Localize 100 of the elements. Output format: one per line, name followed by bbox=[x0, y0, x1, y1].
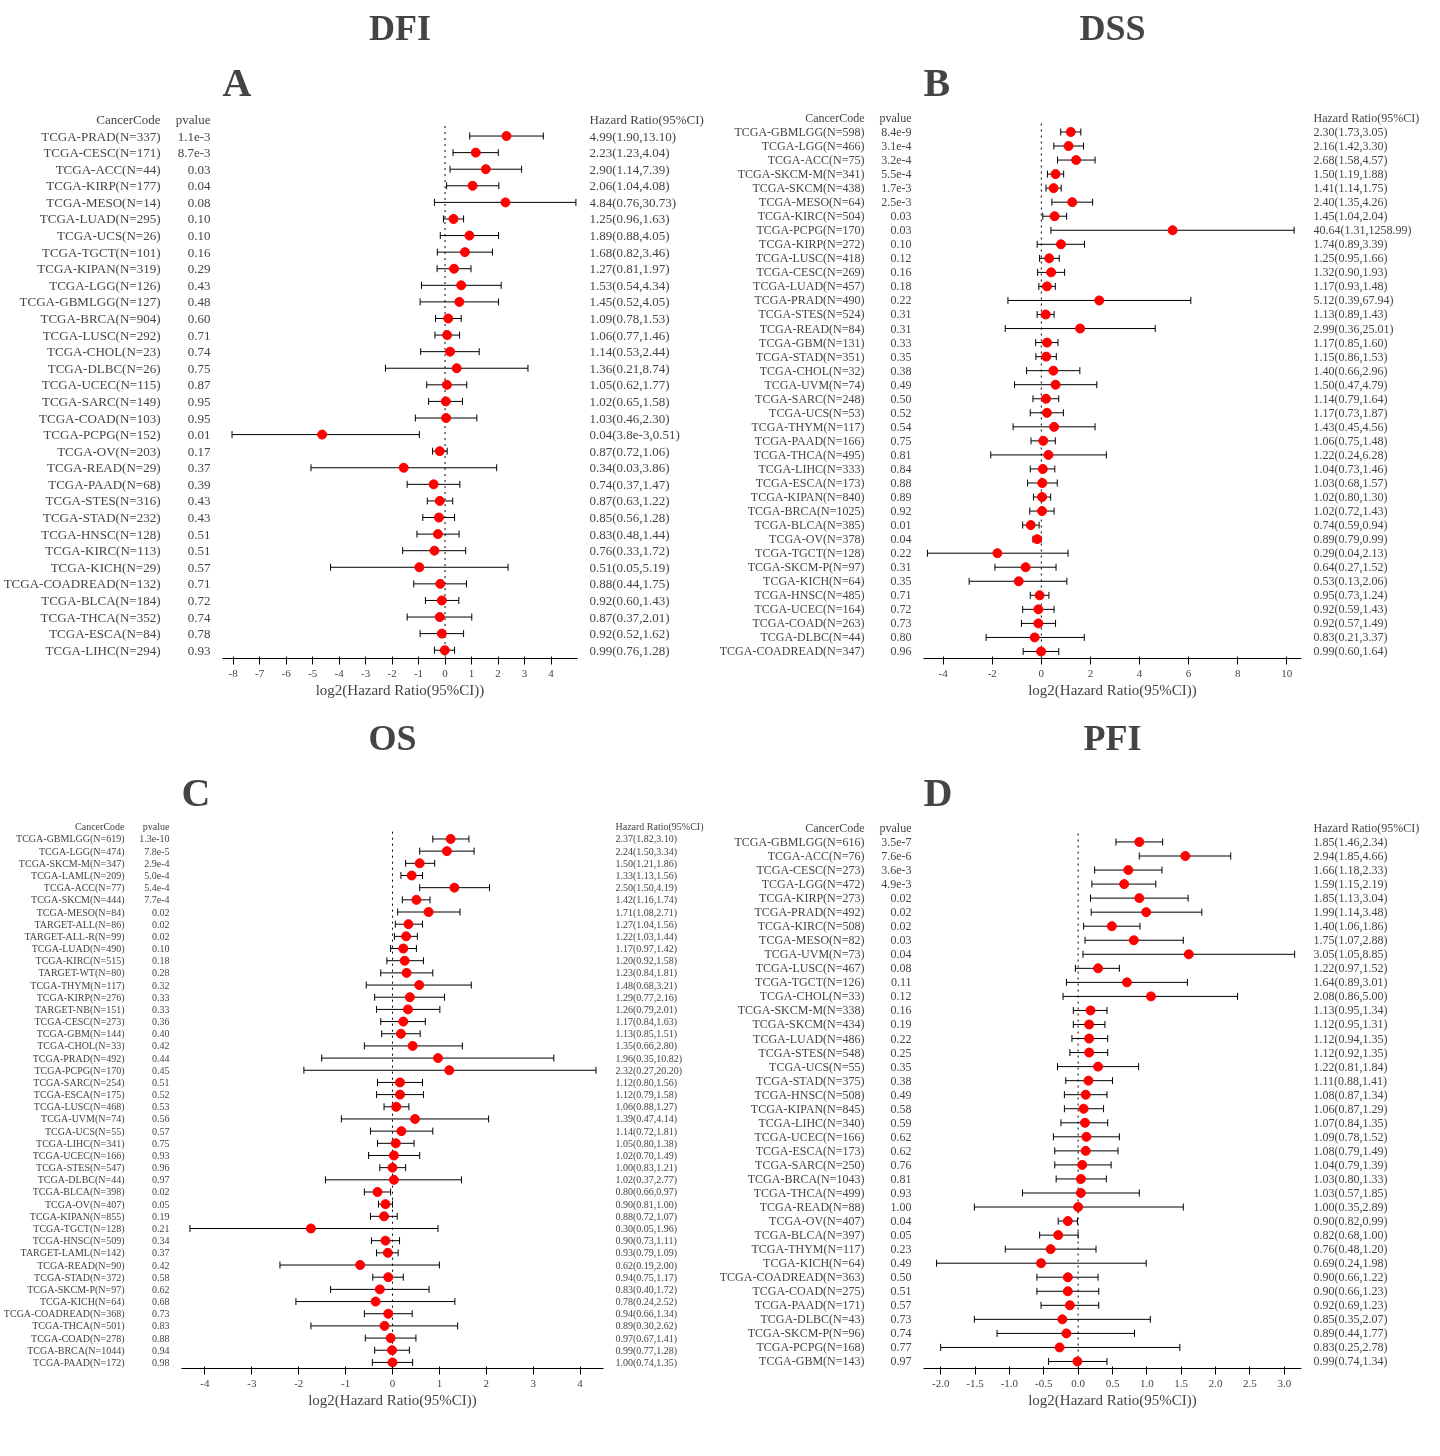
text: 2.99(0.36,25.01) bbox=[1313, 321, 1394, 336]
text: 0.93(0.79,1.09) bbox=[615, 1247, 678, 1260]
point bbox=[317, 429, 328, 440]
text: 0.05 bbox=[152, 1198, 170, 1210]
text: 0.68 bbox=[152, 1296, 170, 1308]
text: 0.04 bbox=[187, 178, 211, 194]
point bbox=[411, 894, 422, 905]
y-tick-label: TCGA-MESO(N=82) bbox=[759, 933, 865, 948]
text: 1.12(0.80,1.56) bbox=[615, 1076, 678, 1089]
y-tick-label: TCGA-OV(N=203) bbox=[57, 443, 161, 459]
x-tick-label: -2 bbox=[987, 666, 997, 679]
y-tick-label: TCGA-LUSC(N=418) bbox=[755, 251, 865, 266]
text: 1.68(0.82,3.46) bbox=[589, 244, 670, 260]
y-tick-label: TCGA-LIHC(N=340) bbox=[758, 1115, 865, 1130]
y-tick-label: TCGA-STES(N=316) bbox=[45, 493, 161, 509]
text: 0.02 bbox=[152, 906, 170, 918]
point bbox=[1134, 836, 1145, 847]
text: 0.82(0.68,1.00) bbox=[1313, 1228, 1388, 1243]
text: 0.49 bbox=[890, 1256, 912, 1271]
y-tick-label: TCGA-STAD(N=232) bbox=[43, 510, 161, 526]
text: 0.51 bbox=[187, 526, 211, 542]
point bbox=[1063, 141, 1074, 151]
y-tick-label: TCGA-KIPAN(N=845) bbox=[750, 1101, 865, 1116]
point bbox=[1037, 506, 1048, 517]
y-tick-label: TCGA-UCEC(N=115) bbox=[41, 377, 161, 393]
y-tick-label: TCGA-LGG(N=466) bbox=[761, 139, 865, 154]
text: 0.01 bbox=[187, 427, 211, 443]
y-tick-label: TCGA-THCA(N=499) bbox=[753, 1185, 865, 1200]
text: 0.28 bbox=[152, 967, 170, 979]
text: 1.08(0.79,1.49) bbox=[1313, 1143, 1388, 1158]
y-tick-label: TCGA-LUSC(N=292) bbox=[42, 327, 161, 343]
point bbox=[396, 1126, 407, 1137]
text: 0.39 bbox=[187, 476, 211, 492]
point bbox=[1033, 618, 1044, 629]
text: 0.72 bbox=[890, 602, 912, 617]
point bbox=[395, 1089, 405, 1100]
text: 0.04 bbox=[890, 1214, 912, 1229]
y-tick-label: TCGA-STAD(N=375) bbox=[756, 1073, 865, 1088]
point bbox=[1034, 590, 1045, 601]
text: 0.90(0.66,1.23) bbox=[1313, 1284, 1388, 1299]
point bbox=[379, 1211, 390, 1222]
y-tick-label: TCGA-COADREAD(N=368) bbox=[3, 1308, 125, 1321]
y-tick-label: TCGA-GBMLGG(N=616) bbox=[734, 834, 865, 849]
text: 1.13(0.95,1.34) bbox=[1313, 1003, 1388, 1018]
text: 0.16 bbox=[890, 1003, 912, 1018]
text: 0.92(0.60,1.43) bbox=[589, 592, 670, 608]
x-tick-label: -0.5 bbox=[1035, 1376, 1053, 1389]
point bbox=[429, 545, 440, 556]
text: 0.49 bbox=[890, 377, 912, 392]
point bbox=[1084, 1047, 1095, 1058]
y-tick-label: TCGA-CESC(N=273) bbox=[756, 863, 865, 878]
y-tick-label: TCGA-UCS(N=26) bbox=[57, 228, 161, 244]
x-tick-label: -4 bbox=[200, 1376, 211, 1389]
text: 0.31 bbox=[890, 560, 912, 575]
y-tick-label: TCGA-THCA(N=352) bbox=[40, 609, 161, 625]
y-tick-label: TCGA-ESCA(N=175) bbox=[33, 1089, 125, 1102]
x-tick-label: 3 bbox=[530, 1376, 537, 1389]
text: 1.71(1.08,2.71) bbox=[615, 906, 678, 919]
point bbox=[1067, 197, 1078, 208]
text: 0.62 bbox=[890, 1143, 912, 1158]
y-tick-label: TCGA-PAAD(N=171) bbox=[754, 1298, 865, 1313]
x-tick-label: 0 bbox=[389, 1376, 396, 1389]
text: 0.87 bbox=[187, 377, 211, 393]
text: 0.62 bbox=[890, 1129, 912, 1144]
text: 2.37(1.82,3.10) bbox=[615, 833, 678, 846]
point bbox=[1048, 365, 1059, 376]
point bbox=[383, 1308, 394, 1319]
text: CancerCode bbox=[805, 820, 865, 835]
y-tick-label: TCGA-TGCT(N=101) bbox=[41, 244, 161, 260]
text: 1.13(0.89,1.43) bbox=[1313, 307, 1388, 322]
point bbox=[1075, 1173, 1086, 1184]
point bbox=[391, 1101, 402, 1112]
y-tick-label: TCGA-STES(N=524) bbox=[758, 307, 865, 322]
y-tick-label: TCGA-STES(N=547) bbox=[36, 1162, 125, 1175]
text: pvalue bbox=[879, 820, 912, 835]
text: 0.71 bbox=[187, 576, 211, 592]
text: 0.71 bbox=[890, 588, 912, 603]
text: 1.09(0.78,1.53) bbox=[589, 310, 670, 326]
text: 1.03(0.80,1.33) bbox=[1313, 1171, 1388, 1186]
x-tick-label: -2.0 bbox=[931, 1376, 950, 1389]
text: 0.83(0.40,1.72) bbox=[615, 1283, 678, 1296]
point bbox=[1106, 921, 1117, 932]
text: 0.97 bbox=[152, 1174, 170, 1186]
y-tick-label: TCGA-HNSC(N=485) bbox=[754, 588, 865, 603]
y-tick-label: TARGET-NB(N=151) bbox=[35, 1003, 125, 1016]
y-tick-label: TCGA-OV(N=407) bbox=[769, 1214, 865, 1229]
y-tick-label: TCGA-TGCT(N=128) bbox=[755, 546, 865, 561]
text: 0.51 bbox=[187, 543, 211, 559]
y-tick-label: TCGA-KICH(N=29) bbox=[50, 559, 161, 575]
text: 4.99(1.90,13.10) bbox=[589, 128, 677, 144]
point bbox=[434, 446, 445, 457]
point bbox=[1072, 1356, 1083, 1367]
text: 7.6e-6 bbox=[881, 849, 912, 864]
text: 0.94(0.66,1.34) bbox=[615, 1308, 678, 1321]
y-tick-label: TCGA-SARC(N=248) bbox=[755, 391, 865, 406]
point bbox=[383, 1272, 394, 1283]
text: 0.29 bbox=[187, 261, 211, 277]
x-tick-label: 10 bbox=[1281, 666, 1293, 679]
point bbox=[1080, 1117, 1091, 1128]
text: 0.57 bbox=[890, 1298, 912, 1313]
